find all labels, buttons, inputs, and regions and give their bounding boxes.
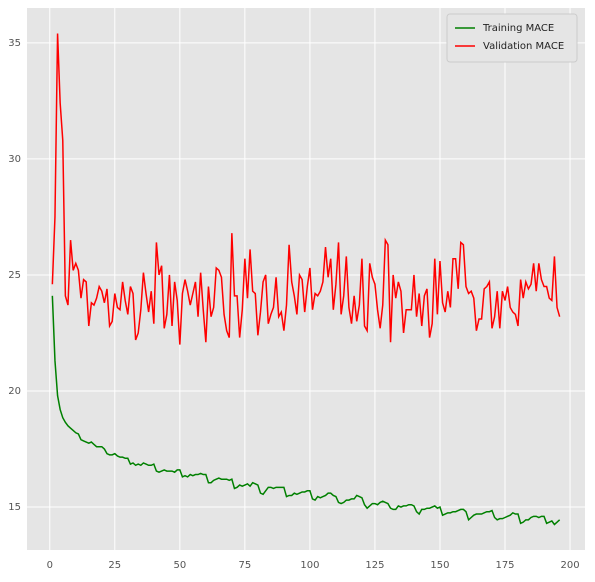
legend-label: Training MACE <box>482 23 554 34</box>
x-tick-label: 75 <box>238 560 251 571</box>
y-tick-label: 30 <box>8 154 21 165</box>
y-tick-label: 15 <box>8 502 21 513</box>
x-tick-label: 0 <box>47 560 53 571</box>
x-tick-label: 50 <box>173 560 186 571</box>
legend-box <box>446 13 578 63</box>
x-tick-label: 150 <box>430 560 449 571</box>
y-tick-label: 35 <box>8 38 21 49</box>
x-tick-label: 175 <box>495 560 514 571</box>
series-line <box>51 33 561 345</box>
series-line <box>51 295 561 526</box>
x-tick-label: 25 <box>108 560 121 571</box>
x-tick-label: 200 <box>560 560 579 571</box>
legend-label: Validation MACE <box>483 41 564 52</box>
y-tick-label: 25 <box>8 270 21 281</box>
x-tick-label: 125 <box>365 560 384 571</box>
x-tick-label: 100 <box>300 560 319 571</box>
lines <box>51 33 561 526</box>
plot-area <box>27 8 585 550</box>
y-tick-label: 20 <box>8 386 21 397</box>
legend: Training MACE Validation MACE <box>446 13 578 63</box>
